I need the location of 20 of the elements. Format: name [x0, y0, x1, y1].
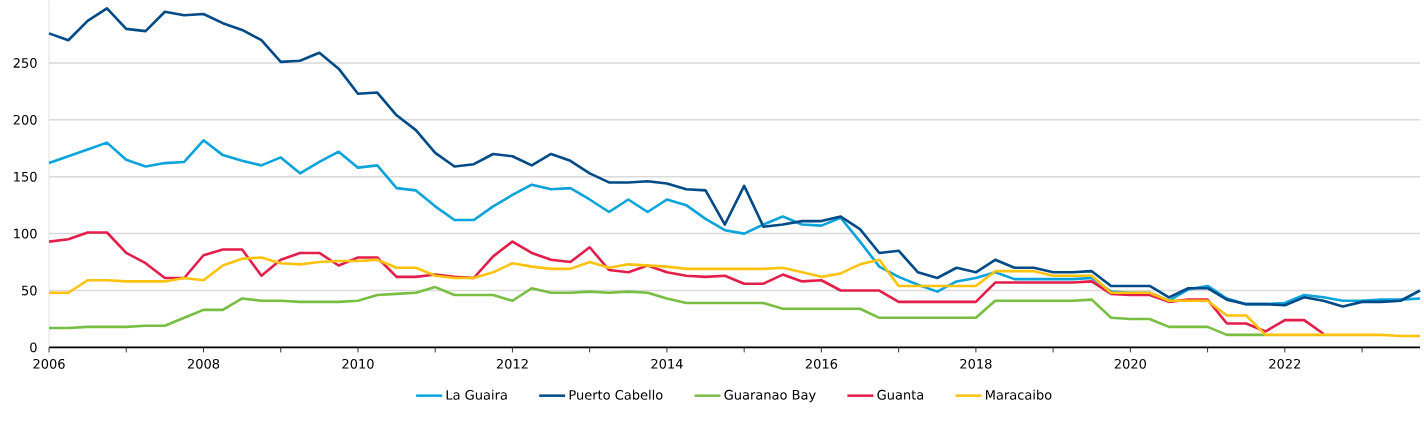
- x-tick-label: 2020: [1114, 358, 1147, 369]
- legend-label: Puerto Cabello: [569, 389, 663, 400]
- y-tick-label: 100: [14, 228, 37, 239]
- x-tick-label: 2010: [342, 358, 374, 369]
- x-tick-label: 2022: [1269, 358, 1301, 369]
- y-tick-label: 50: [21, 285, 37, 296]
- x-tick-label: 2012: [496, 358, 528, 369]
- y-tick-label: 200: [13, 114, 37, 125]
- legend-label: Maracaibo: [986, 389, 1052, 400]
- x-tick-label: 2014: [651, 358, 683, 369]
- x-tick-label: 2016: [805, 358, 838, 369]
- legend-label: Guaranao Bay: [724, 389, 816, 403]
- x-tick-label: 2018: [960, 358, 992, 369]
- y-tick-label: 0: [30, 342, 37, 353]
- x-tick-label: 2006: [33, 358, 65, 369]
- x-tick-label: 2008: [187, 358, 220, 369]
- y-tick-label: 250: [13, 57, 37, 68]
- legend-label: La Guaira: [446, 389, 507, 400]
- y-tick-label: 150: [14, 171, 37, 182]
- legend-label: Guanta: [877, 389, 924, 400]
